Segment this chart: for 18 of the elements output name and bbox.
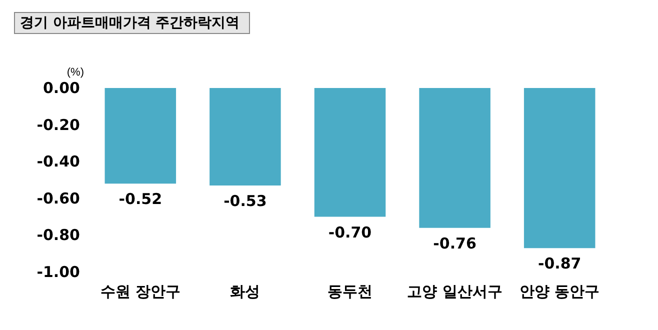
data-label: -0.87 (538, 254, 582, 273)
y-tick-label: -0.40 (36, 152, 80, 171)
chart-title: 경기 아파트매매가격 주간하락지역 (20, 15, 240, 31)
data-label: -0.70 (328, 223, 372, 242)
x-tick-label: 수원 장안구 (100, 282, 181, 300)
y-tick-label: -1.00 (36, 263, 80, 281)
data-label: -0.76 (433, 234, 476, 252)
y-axis-title: (%) (66, 66, 84, 78)
x-tick-label: 고양 일산서구 (407, 282, 502, 300)
y-tick-label: 0.00 (42, 79, 80, 97)
y-tick-label: -0.60 (36, 189, 80, 208)
x-tick-label: 동두천 (328, 282, 372, 300)
y-tick-label: -0.20 (36, 116, 80, 134)
x-tick-label: 화성 (230, 282, 260, 300)
y-tick-label: -0.80 (36, 226, 80, 244)
data-label: -0.52 (118, 190, 162, 208)
x-tick-label: 안양 동안구 (519, 282, 600, 300)
data-label: -0.53 (224, 192, 267, 210)
